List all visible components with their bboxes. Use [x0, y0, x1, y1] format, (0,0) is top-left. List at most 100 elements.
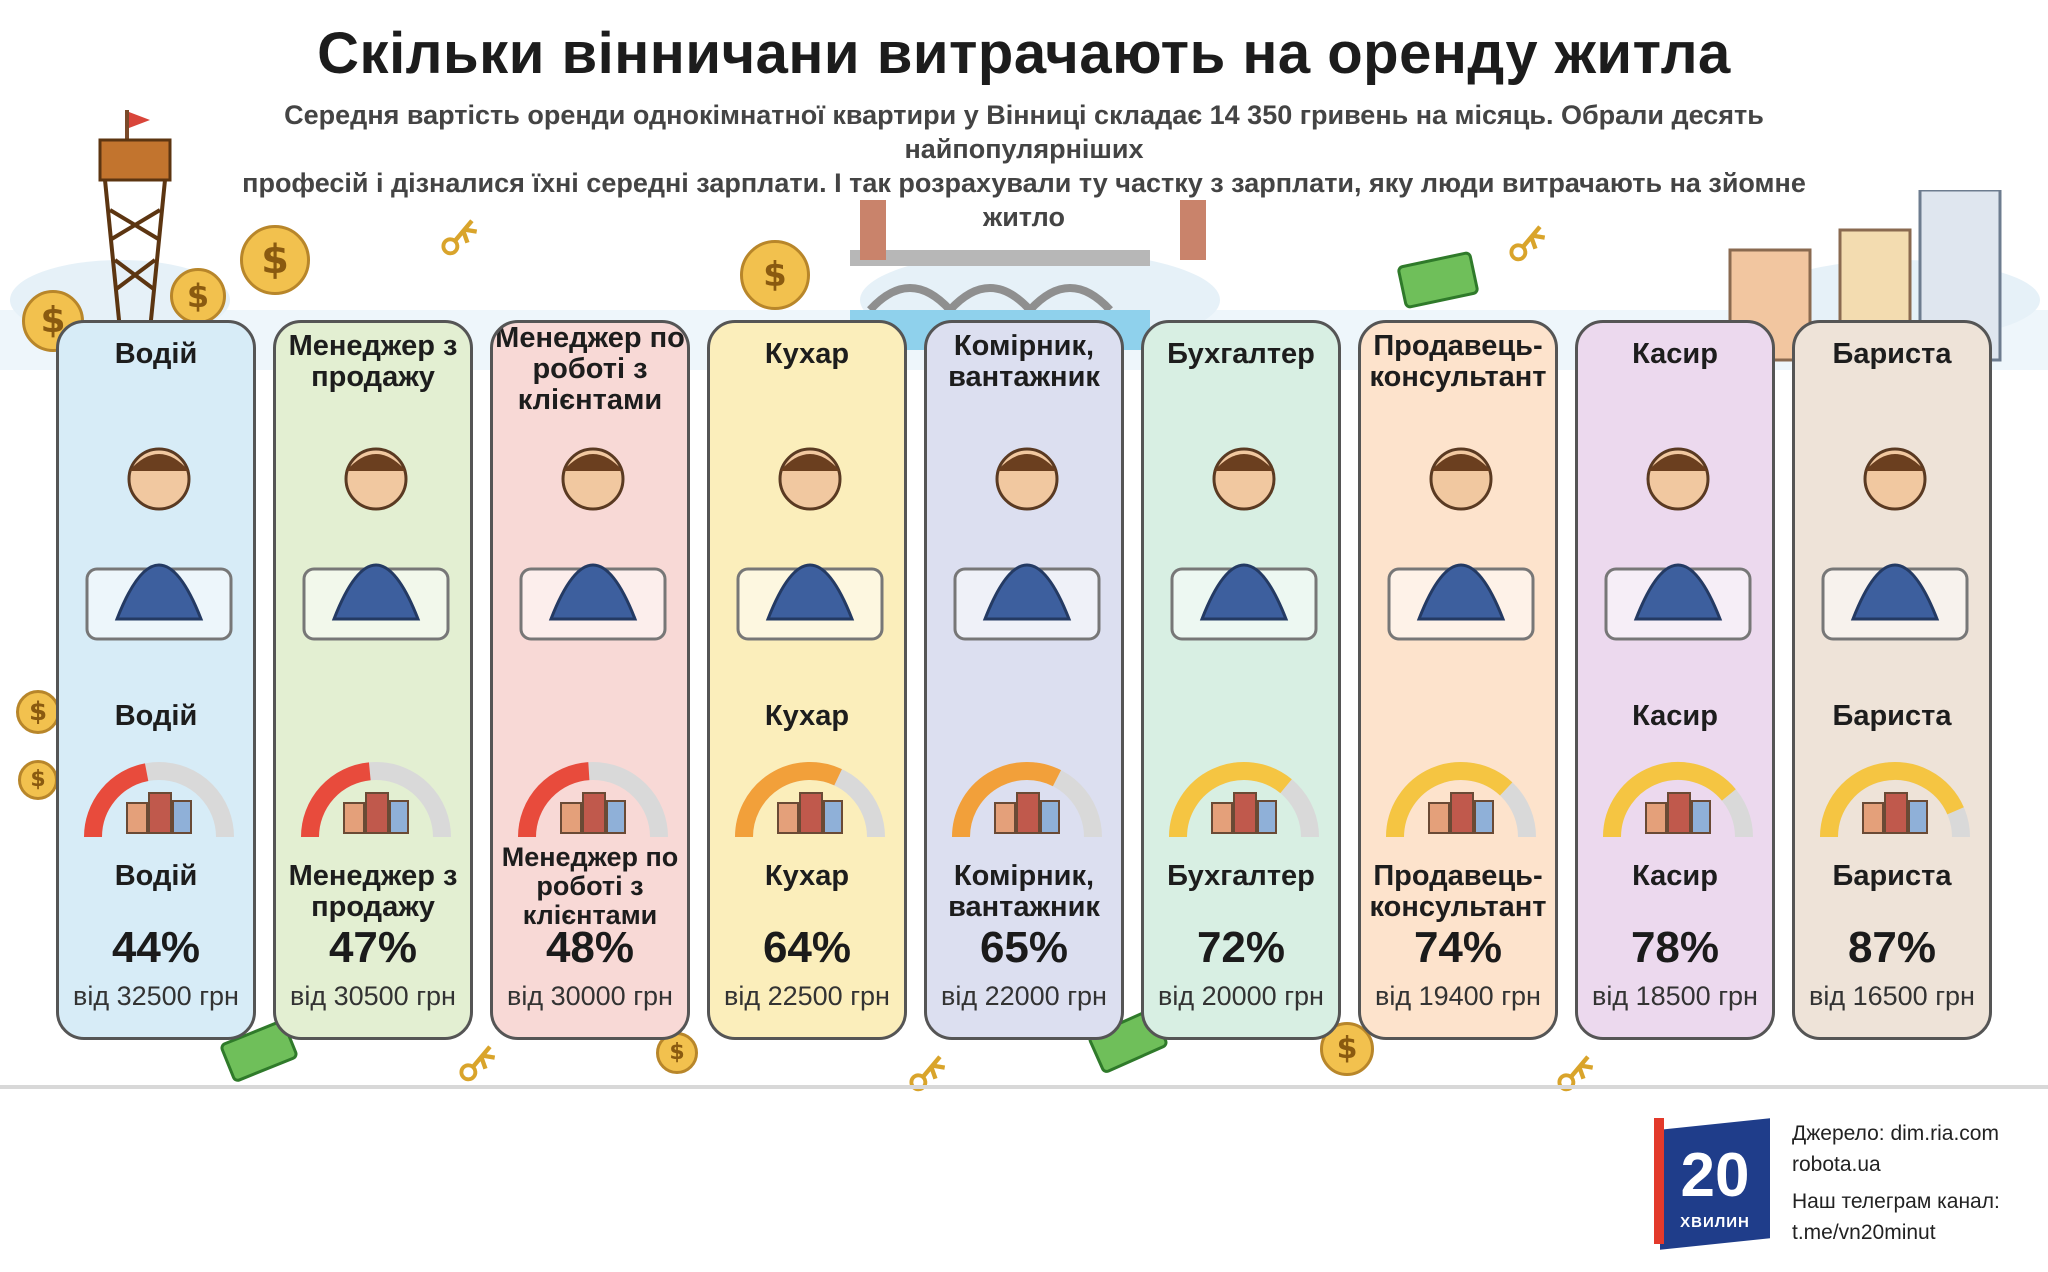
gauge-fill	[1603, 762, 1736, 838]
gauge-fill	[952, 762, 1062, 838]
profession-title-bottom: Водій	[114, 860, 198, 892]
logo-subtitle: ХВИЛИН	[1680, 1214, 1750, 1231]
gauge-fill	[735, 762, 842, 838]
logo-accent-stripe	[1654, 1118, 1664, 1244]
profession-title: Продавець-консультант	[1369, 330, 1547, 393]
rent-share-gauge	[1603, 762, 1753, 838]
rent-share-percent: 44%	[111, 923, 201, 972]
profession-card: Комірник, вантажник Комірник, вантажник 65…	[924, 320, 1124, 1040]
rent-share-gauge	[518, 762, 668, 838]
headset-icon	[519, 447, 667, 641]
rent-share-gauge	[1386, 762, 1536, 838]
rent-share-percent: 64%	[762, 923, 852, 972]
key-icon: ⚷	[1541, 1036, 1609, 1108]
coin-icon: $	[16, 690, 60, 734]
salary-label: від 30000 грн	[507, 981, 673, 1011]
gauge-fill	[1169, 762, 1292, 838]
rent-share-gauge	[84, 762, 234, 838]
rent-share-gauge	[735, 762, 885, 838]
coin-icon: $	[740, 240, 810, 310]
profession-title: Кухар	[764, 338, 850, 370]
profession-title: Менеджер по роботі з клієнтами	[495, 322, 685, 416]
profession-title-gauge: Кухар	[764, 700, 850, 732]
profession-title-bottom: Касир	[1632, 860, 1718, 892]
subtitle-line-1: Середня вартість оренди однокімнатної кв…	[284, 100, 1764, 164]
source-block: Джерело: dim.ria.com robota.ua Наш телег…	[1792, 1118, 2042, 1248]
salary-label: від 32500 грн	[73, 981, 239, 1011]
fire-tower-illustration	[98, 110, 172, 330]
source-line-2: robota.ua	[1792, 1153, 1881, 1176]
subtitle-line-2: професій і дізналися їхні середні зарпла…	[242, 168, 1806, 232]
gauge-fill	[301, 762, 371, 838]
coin-icon: $	[18, 760, 58, 800]
salary-label: від 18500 грн	[1592, 981, 1758, 1011]
page-title: Скільки вінничани витрачають на оренду ж…	[317, 21, 1731, 86]
profession-title-bottom: Продавець-консультант	[1369, 860, 1547, 923]
salary-label: від 20000 грн	[1158, 981, 1324, 1011]
rent-share-percent: 48%	[545, 923, 635, 972]
coffee-icon	[1821, 447, 1969, 641]
profession-title: Водій	[114, 338, 198, 370]
coin-icon: $	[1320, 1022, 1374, 1076]
rent-share-percent: 87%	[1847, 923, 1937, 972]
page-subtitle: Середня вартість оренди однокімнатної кв…	[200, 98, 1848, 234]
profession-title: Менеджер з продажу	[288, 330, 458, 393]
salary-label: від 22500 грн	[724, 981, 890, 1011]
profession-card: Водій Водій Водій 44% від 32500 грн	[56, 320, 256, 1040]
profession-title-gauge: Водій	[114, 700, 198, 732]
calculator-icon	[1170, 447, 1318, 641]
rent-share-percent: 72%	[1196, 923, 1286, 972]
truck-driver-icon	[85, 447, 233, 641]
chef-icon	[736, 447, 884, 641]
profession-title: Касир	[1632, 338, 1718, 370]
rent-share-gauge	[301, 762, 451, 838]
key-icon: ⚷	[893, 1036, 961, 1108]
salary-label: від 30500 грн	[290, 981, 456, 1011]
logo-number: 20	[1680, 1141, 1750, 1210]
profession-cards: Водій Водій Водій 44% від 32500 грн Менеджер …	[56, 320, 2006, 1040]
gauge-fill	[1386, 762, 1513, 838]
rent-share-gauge	[1820, 762, 1970, 838]
profession-card: Кухар Кухар Кухар 64% від 22500 грн	[707, 320, 907, 1040]
profession-card: Бухгалтер Бухгалтер 72% від 20000 грн	[1141, 320, 1341, 1040]
profession-title-bottom: Менеджер по роботі з клієнтами	[501, 842, 679, 930]
profession-card: Касир Касир Касир 78% від 18500 грн	[1575, 320, 1775, 1040]
forklift-icon	[953, 447, 1101, 641]
profession-title-bottom: Комірник, вантажник	[948, 860, 1100, 923]
source-line-1: Джерело: dim.ria.com	[1792, 1122, 1999, 1145]
rent-share-percent: 74%	[1413, 923, 1503, 972]
profession-title: Комірник, вантажник	[948, 330, 1100, 393]
rent-share-gauge	[1169, 762, 1319, 838]
profession-card: Бариста Бариста Бариста 87% від 16500 грн	[1792, 320, 1992, 1040]
rent-share-percent: 47%	[328, 923, 418, 972]
rent-share-percent: 78%	[1630, 923, 1720, 972]
profession-card: Продавець-консультант Продавець-консульта…	[1358, 320, 1558, 1040]
profession-card: Менеджер з продажу Менеджер з продажу 47% в…	[273, 320, 473, 1040]
rent-share-percent: 65%	[979, 923, 1069, 972]
profession-title: Бухгалтер	[1167, 338, 1315, 370]
profession-title-gauge: Бариста	[1832, 700, 1952, 732]
coin-icon: $	[240, 225, 310, 295]
cash-register-icon	[1604, 447, 1752, 641]
rent-share-gauge	[952, 762, 1102, 838]
gauge-fill	[518, 762, 590, 838]
logo-20-khvylyn: 20 ХВИЛИН	[1650, 1118, 1770, 1250]
salary-label: від 22000 грн	[941, 981, 1107, 1011]
profession-title-bottom: Менеджер з продажу	[288, 860, 458, 923]
sales-manager-icon	[302, 447, 450, 641]
telegram-label: Наш телеграм канал:	[1792, 1190, 2000, 1213]
gauge-fill	[84, 763, 149, 838]
profession-title-bottom: Бариста	[1832, 860, 1952, 892]
profession-title: Бариста	[1832, 338, 1952, 370]
ground-line	[0, 1085, 2048, 1089]
profession-title-bottom: Кухар	[764, 860, 850, 892]
shop-icon	[1387, 447, 1535, 641]
profession-card: Менеджер по роботі з клієнтами Менеджер п…	[490, 320, 690, 1040]
salary-label: від 19400 грн	[1375, 981, 1541, 1011]
telegram-link[interactable]: t.me/vn20minut	[1792, 1221, 1936, 1244]
salary-label: від 16500 грн	[1809, 981, 1975, 1011]
gauge-fill	[1820, 762, 1964, 838]
profession-title-gauge: Касир	[1632, 700, 1718, 732]
coin-icon: $	[170, 268, 226, 324]
profession-title-bottom: Бухгалтер	[1167, 860, 1315, 892]
